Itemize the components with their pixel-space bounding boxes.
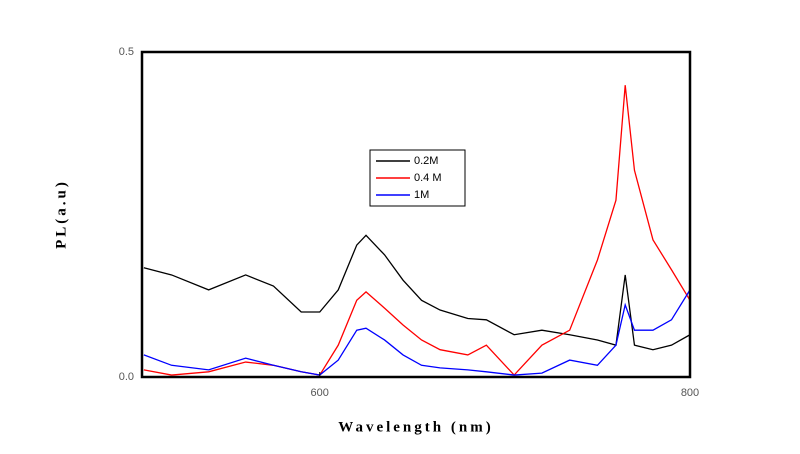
x-tick-label: 600 [311,387,329,399]
y-tick-label: 0.5 [119,46,134,58]
legend-label: 0.2M [414,155,438,167]
data-line [143,289,691,376]
plot-frame [140,50,692,379]
legend-label: 0.4 M [414,172,442,184]
data-line [143,85,691,377]
y-tick-label: 0.0 [119,371,134,383]
x-tick-label: 800 [681,387,699,399]
data-line [143,234,691,351]
y-axis-label: PL(a.u) [53,179,69,249]
legend-label: 1M [414,189,429,201]
x-axis-label: Wavelength (nm) [338,419,493,435]
